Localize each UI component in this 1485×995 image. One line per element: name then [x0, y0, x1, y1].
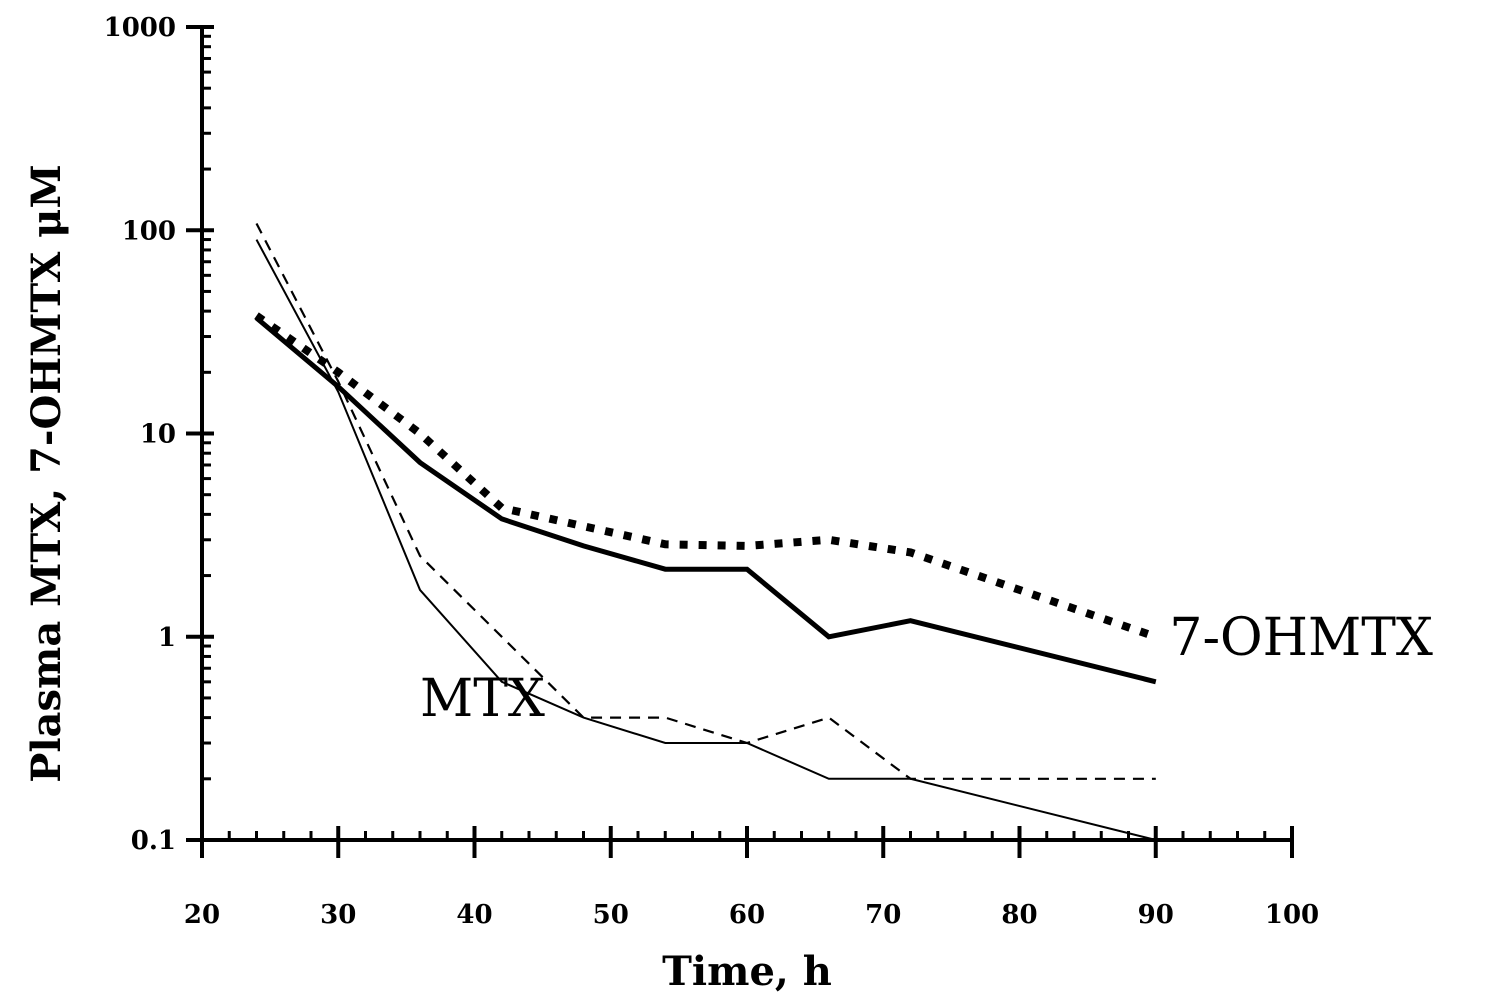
- labels-layer: 20 30 40 50 60 70 80 90 100 0.1 1 10 100 1000: [104, 13, 1320, 930]
- x-tick-label: 20: [184, 900, 220, 930]
- series-layer: [254, 222, 1158, 841]
- series-line-dashed-thin: [255, 222, 1156, 780]
- series-line-solid-thick: [254, 316, 1157, 685]
- x-tick-label: 90: [1138, 900, 1174, 930]
- x-tick-label: 60: [729, 900, 765, 930]
- y-tick-label: 1: [158, 623, 176, 653]
- x-tick-label: 40: [456, 900, 492, 930]
- y-axis-title: Plasma MTX, 7-OHMTX μM: [23, 164, 70, 782]
- x-tick-label: 100: [1265, 900, 1319, 930]
- annotation-label: 7-OHMTX: [1169, 608, 1433, 668]
- axes-layer: [186, 25, 1294, 858]
- x-tick-label: 70: [865, 900, 901, 930]
- y-tick-label: 0.1: [131, 826, 176, 856]
- annotation-label: MTX: [420, 669, 545, 729]
- x-tick-label: 50: [593, 900, 629, 930]
- y-tick-label: 10: [140, 420, 176, 450]
- y-tick-label: 1000: [104, 13, 176, 43]
- y-tick-label: 100: [122, 216, 176, 246]
- annotation-layer: MTX 7-OHMTX: [420, 608, 1433, 729]
- x-tick-label: 80: [1001, 900, 1037, 930]
- series-line-solid-thin: [255, 239, 1157, 841]
- x-tick-label: 30: [320, 900, 356, 930]
- x-axis-title: Time, h: [662, 948, 832, 995]
- series-line-dotted-thick: [254, 312, 1158, 641]
